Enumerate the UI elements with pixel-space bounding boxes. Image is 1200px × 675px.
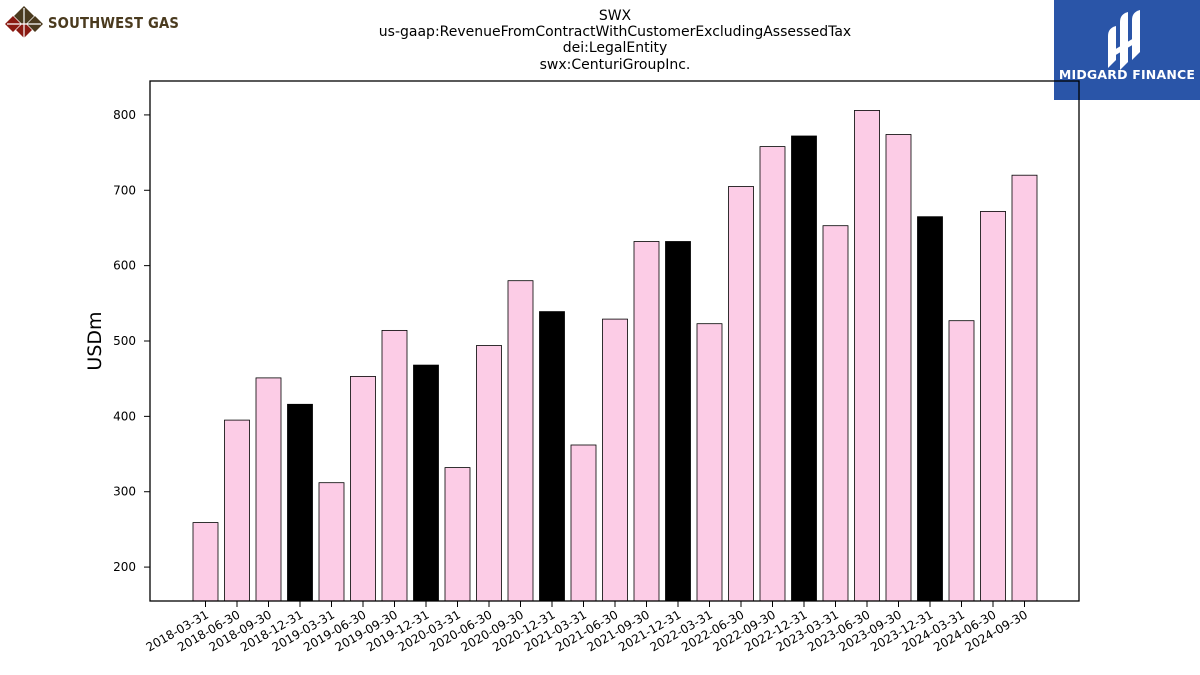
bar-2021-09-30 [633,241,660,602]
y-tick-label: 400 [113,409,136,423]
y-tick-label: 800 [113,108,136,122]
chart-title-line-1: SWX [599,8,632,24]
chart-title: SWX us-gaap:RevenueFromContractWithCusto… [379,8,851,73]
bar-2019-06-30 [350,375,376,602]
bar-2018-03-31 [192,522,219,602]
y-axis: 200 300 400 500 600 700 800 [113,108,150,574]
bar-2021-03-31 [570,444,597,602]
bar-2023-03-31 [822,225,849,602]
bar-2020-03-31 [444,467,471,602]
bar-2020-12-31 [539,311,565,602]
y-tick-label: 700 [113,183,136,197]
bar-2024-03-31 [948,320,975,602]
bar-2023-06-30 [854,110,880,602]
x-axis: 2018-03-312018-06-302018-09-302018-12-31… [144,601,1030,654]
bar-2018-06-30 [224,419,250,602]
bar-2022-03-31 [696,323,723,602]
bar-2020-09-30 [507,280,534,602]
y-tick-label: 500 [113,334,136,348]
bar-2022-09-30 [759,146,786,602]
y-tick-label: 600 [113,259,136,273]
bar-2019-03-31 [318,482,345,602]
chart-title-line-2: us-gaap:RevenueFromContractWithCustomerE… [379,24,851,40]
chart-title-line-3: dei:LegalEntity [563,40,668,56]
bar-2018-09-30 [255,377,282,602]
southwest-gas-diamond-icon [5,6,43,38]
chart-title-line-4: swx:CenturiGroupInc. [540,57,691,73]
bar-series [192,110,1038,602]
bar-2024-09-30 [1011,174,1038,602]
bar-2023-12-31 [917,216,943,602]
bar-2018-12-31 [287,403,313,602]
bar-2021-06-30 [602,318,628,602]
bar-2021-12-31 [665,241,691,602]
bar-2020-06-30 [476,345,502,602]
y-tick-label: 200 [113,560,136,574]
midgard-finance-logo: MIDGARD FINANCE [1054,0,1200,100]
bar-2022-06-30 [728,186,754,602]
bar-2019-09-30 [381,329,408,602]
bar-2019-12-31 [413,364,439,602]
y-tick-label: 300 [113,485,136,499]
plot-frame [149,80,1080,602]
bar-2022-12-31 [791,135,817,602]
midgard-finance-mark-icon [1108,10,1140,70]
y-axis-label: USDm [84,311,106,370]
midgard-finance-wordmark: MIDGARD FINANCE [1058,67,1196,82]
southwest-gas-logo: SOUTHWEST GAS [4,4,197,42]
bar-2023-09-30 [885,134,912,602]
bar-2024-06-30 [980,210,1006,602]
southwest-gas-wordmark: SOUTHWEST GAS [48,14,180,32]
